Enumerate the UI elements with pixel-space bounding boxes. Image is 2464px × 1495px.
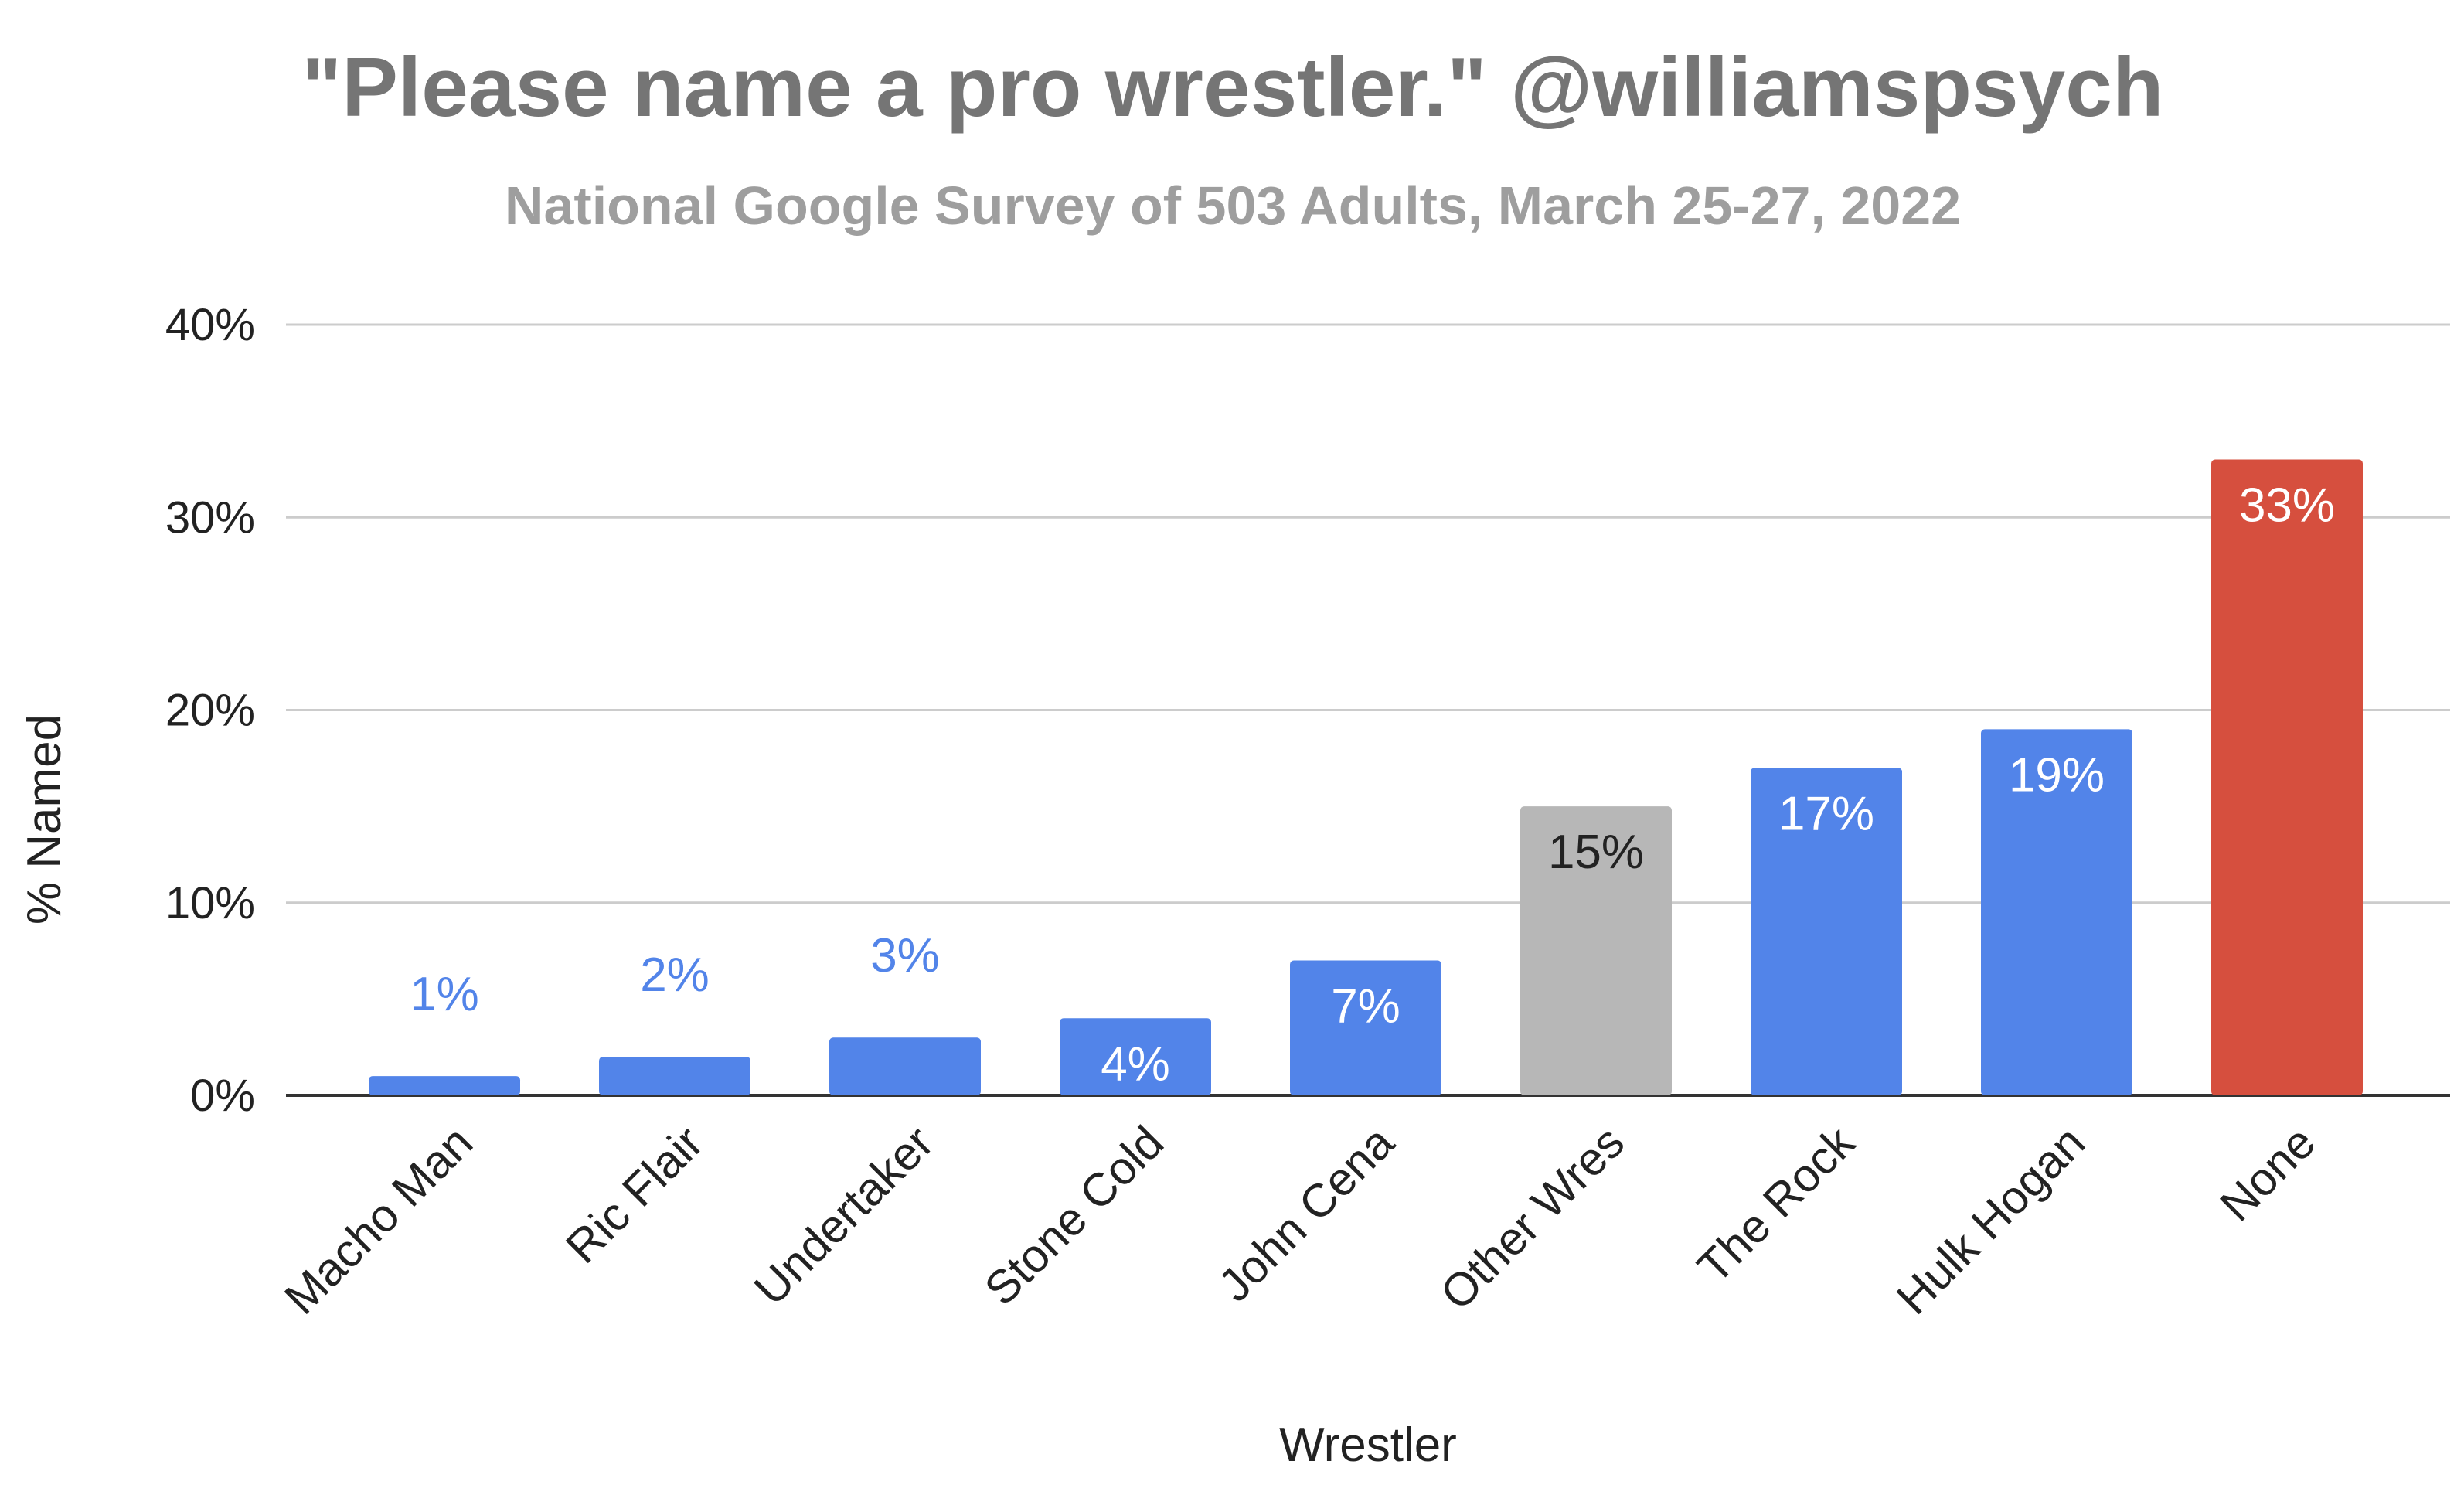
x-tick-label: Other Wres	[1431, 1116, 1634, 1320]
data-labels: 1% 2% 3% 4% 7% 15% 17% 19% 33%	[410, 478, 2335, 1091]
data-label: 33%	[2239, 478, 2335, 532]
bar	[369, 1076, 520, 1095]
bars	[369, 459, 2363, 1095]
x-tick-label: Ric Flair	[556, 1116, 713, 1273]
data-label: 19%	[2009, 748, 2105, 802]
y-tick-label: 20%	[165, 686, 255, 736]
y-tick-label: 40%	[165, 300, 255, 350]
bar	[1060, 1018, 1211, 1095]
y-axis-ticks: 0% 10% 20% 30% 40%	[165, 300, 255, 1121]
data-label: 15%	[1548, 826, 1644, 879]
x-tick-label: None	[2210, 1116, 2325, 1231]
x-axis-title: Wrestler	[1279, 1418, 1457, 1472]
bar	[2211, 459, 2363, 1095]
bar	[1981, 729, 2132, 1095]
bar	[829, 1037, 981, 1095]
x-axis-ticks: Macho Man Ric Flair Undertaker Stone Cold Jo…	[274, 1115, 2325, 1324]
x-tick-label: The Rock	[1687, 1115, 1865, 1293]
y-tick-label: 0%	[190, 1071, 255, 1121]
y-axis-title: % Named	[18, 714, 71, 925]
x-tick-label: Macho Man	[274, 1116, 482, 1324]
bar	[599, 1057, 750, 1095]
x-tick-label: Hulk Hogan	[1887, 1116, 2095, 1324]
x-tick-label: Stone Cold	[975, 1116, 1173, 1315]
data-label: 7%	[1331, 980, 1400, 1034]
data-label: 17%	[1778, 787, 1874, 840]
data-label: 4%	[1101, 1037, 1170, 1091]
bar	[1751, 768, 1902, 1095]
bar	[1520, 806, 1672, 1095]
y-tick-label: 30%	[165, 492, 255, 543]
data-label: 3%	[870, 929, 940, 982]
data-label: 1%	[410, 968, 479, 1021]
x-tick-label: John Cena	[1209, 1115, 1404, 1311]
chart-subtitle: National Google Survey of 503 Adults, Ma…	[505, 175, 1961, 236]
bar	[1290, 960, 1441, 1095]
chart-title: "Please name a pro wrestler." @williamsp…	[302, 40, 2164, 135]
y-tick-label: 10%	[165, 878, 255, 928]
data-label: 2%	[640, 948, 710, 1002]
x-tick-label: Undertaker	[744, 1116, 943, 1315]
